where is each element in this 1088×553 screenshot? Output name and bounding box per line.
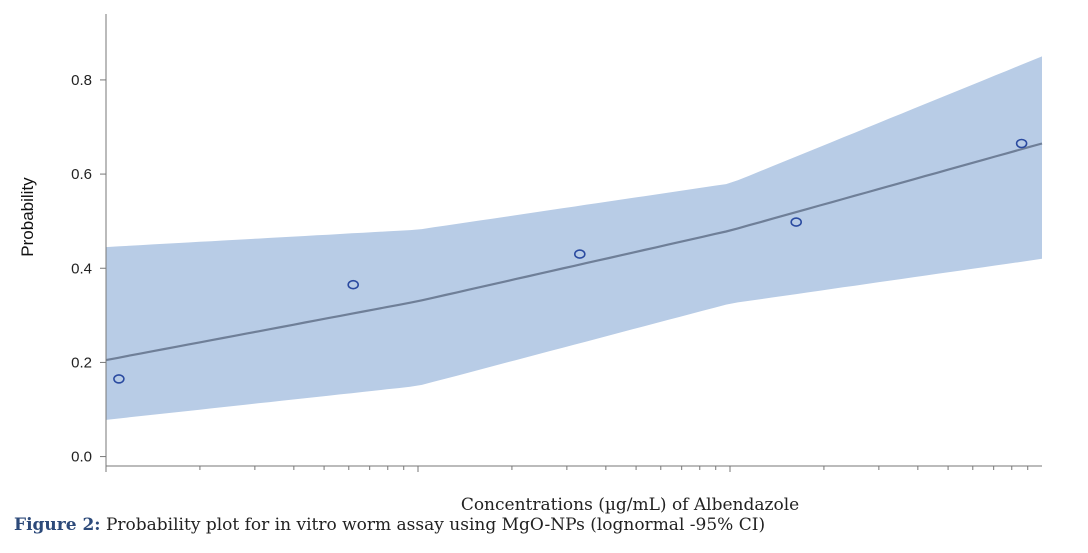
data-points xyxy=(113,138,1028,384)
x-ticks xyxy=(105,466,1029,472)
y-ticks: 0.0 0.2 0.4 0.6 0.8 xyxy=(71,72,106,466)
confidence-band xyxy=(106,56,1042,420)
y-tick-label: 0.8 xyxy=(71,72,92,89)
y-axis-title: Probability xyxy=(18,177,37,257)
x-axis-title: Concentrations (µg/mL) of Albendazole xyxy=(461,495,799,515)
figure-caption: Figure 2: Probability plot for in vitro … xyxy=(14,515,765,535)
y-tick-label: 0.0 xyxy=(71,449,92,466)
figure-label: Figure 2: xyxy=(14,515,101,535)
figure-caption-text: Probability plot for in vitro worm assay… xyxy=(100,515,766,535)
y-tick-label: 0.6 xyxy=(71,166,92,183)
y-tick-label: 0.2 xyxy=(71,354,92,371)
data-point-5 xyxy=(1015,138,1028,149)
data-point-1 xyxy=(113,374,125,384)
data-point-3 xyxy=(573,249,586,259)
data-point-4 xyxy=(790,217,803,227)
data-point-2 xyxy=(347,279,360,290)
fit-line xyxy=(105,142,1043,362)
y-tick-label: 0.4 xyxy=(71,260,92,277)
